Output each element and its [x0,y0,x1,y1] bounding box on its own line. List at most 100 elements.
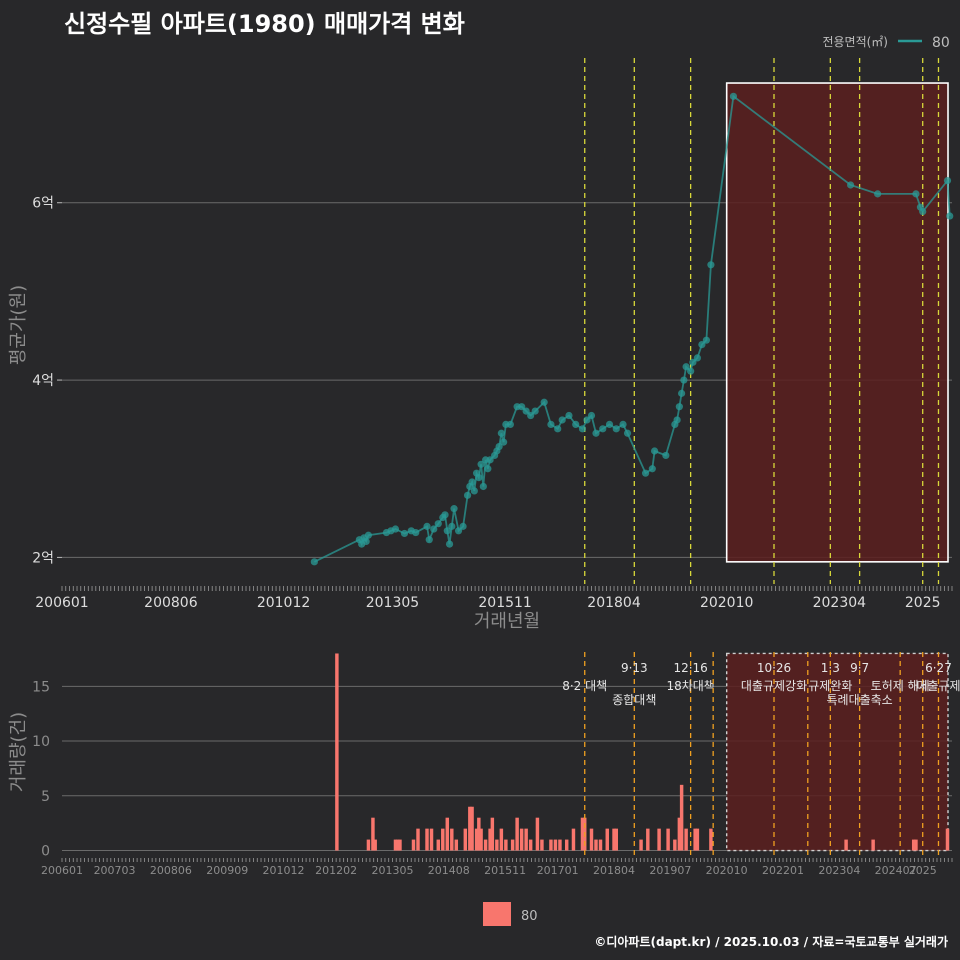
volume-x-tick-label: 200703 [94,864,136,877]
policy-name-label: 토허제 해제 [871,679,930,693]
volume-bar [510,839,515,851]
price-point [430,525,438,533]
price-point [518,403,526,411]
volume-bar [666,828,670,851]
policy-name-label: 대출규제 [916,679,960,693]
legend-title: 전용면적(㎡) [822,35,888,49]
price-point [572,420,580,428]
volume-bar [871,839,875,851]
price-point [454,527,463,535]
volume-bar [441,828,445,851]
price-highlight-box [725,82,949,563]
volume-bar [598,839,603,851]
volume-bar [490,817,495,851]
volume-bar [589,828,594,851]
price-point [445,540,454,548]
price-point [497,429,505,437]
volume-bar [571,828,576,851]
volume-bar [488,828,492,851]
volume-bar [515,817,519,851]
volume-y-tick-label: 5 [41,789,50,805]
volume-y-tick-label: 15 [32,679,50,695]
price-point [682,363,690,371]
price-point [475,474,483,482]
price-point [443,527,451,535]
volume-legend-swatch [483,902,511,926]
volume-bar [580,817,585,851]
price-point [662,451,670,460]
price-point [680,376,688,384]
price-point [558,416,566,424]
price-y-axis-label: 평균가(원) [8,285,29,365]
price-point [547,420,555,428]
volume-y-tick-label: 10 [32,734,50,750]
volume-bar [679,784,684,851]
volume-bar [695,828,700,851]
volume-bar [429,828,434,851]
price-point [946,212,954,220]
volume-bar [366,839,371,851]
volume-y-axis-label: 거래량(건) [8,712,29,792]
price-point [486,456,494,464]
volume-bar [945,828,950,851]
price-point [687,367,695,375]
price-point [495,442,503,451]
volume-bar [479,828,483,851]
price-point [592,429,600,437]
volume-x-tick-label: 202407 [875,864,917,877]
price-point [605,420,614,428]
volume-bar [373,839,377,851]
volume-bar [535,817,540,851]
volume-bar [504,839,508,851]
price-point [540,398,548,406]
volume-y-tick-label: 0 [41,844,50,860]
policy-date-label: 9·13 [621,661,648,675]
price-y-tick-label: 6억 [32,196,54,212]
price-point [459,522,467,530]
volume-bar [612,828,616,851]
volume-bar [673,839,677,851]
volume-bar [395,839,400,851]
price-point [702,336,711,344]
policy-name-label: 종합대책 [612,692,656,707]
volume-bar [524,828,528,851]
price-x-tick-label: 202304 [813,595,867,611]
volume-bar [468,806,472,851]
policy-name-label: 대출규제강화 [741,679,807,693]
volume-bar [693,828,697,851]
price-point [587,411,596,420]
price-point [450,505,458,513]
volume-bar [416,828,420,851]
chart-title: 신정수필 아파트(1980) 매매가격 변화 [64,10,465,38]
volume-x-tick-label: 201907 [649,864,691,877]
price-point [578,425,587,433]
volume-bar [425,828,429,851]
price-point [612,425,620,433]
volume-x-tick-label: 201202 [315,864,357,877]
volume-bar [499,828,504,851]
price-point [463,491,472,499]
price-point [531,407,539,415]
volume-x-tick-label: 202201 [762,864,804,877]
price-point [707,261,715,269]
volume-x-tick-label: 201701 [537,864,579,877]
price-point [310,558,318,566]
price-point [423,522,431,530]
volume-bar [474,828,479,851]
volume-x-tick-label: 202304 [818,864,860,877]
price-point [623,429,632,437]
policy-name-label: 18차대책 [666,678,714,693]
price-x-tick-label: 201511 [478,595,531,611]
volume-x-tick-label: 201305 [371,864,413,877]
price-point [479,482,487,491]
volume-x-tick-label: 200806 [150,864,192,877]
price-point [729,92,738,100]
volume-bar [335,653,339,851]
volume-bar [540,839,544,851]
price-point [678,389,686,397]
volume-bar [483,839,488,851]
volume-bar [594,839,598,851]
policy-name-label: 규제완화 [808,679,852,693]
price-point [847,181,855,189]
price-point [874,190,882,198]
